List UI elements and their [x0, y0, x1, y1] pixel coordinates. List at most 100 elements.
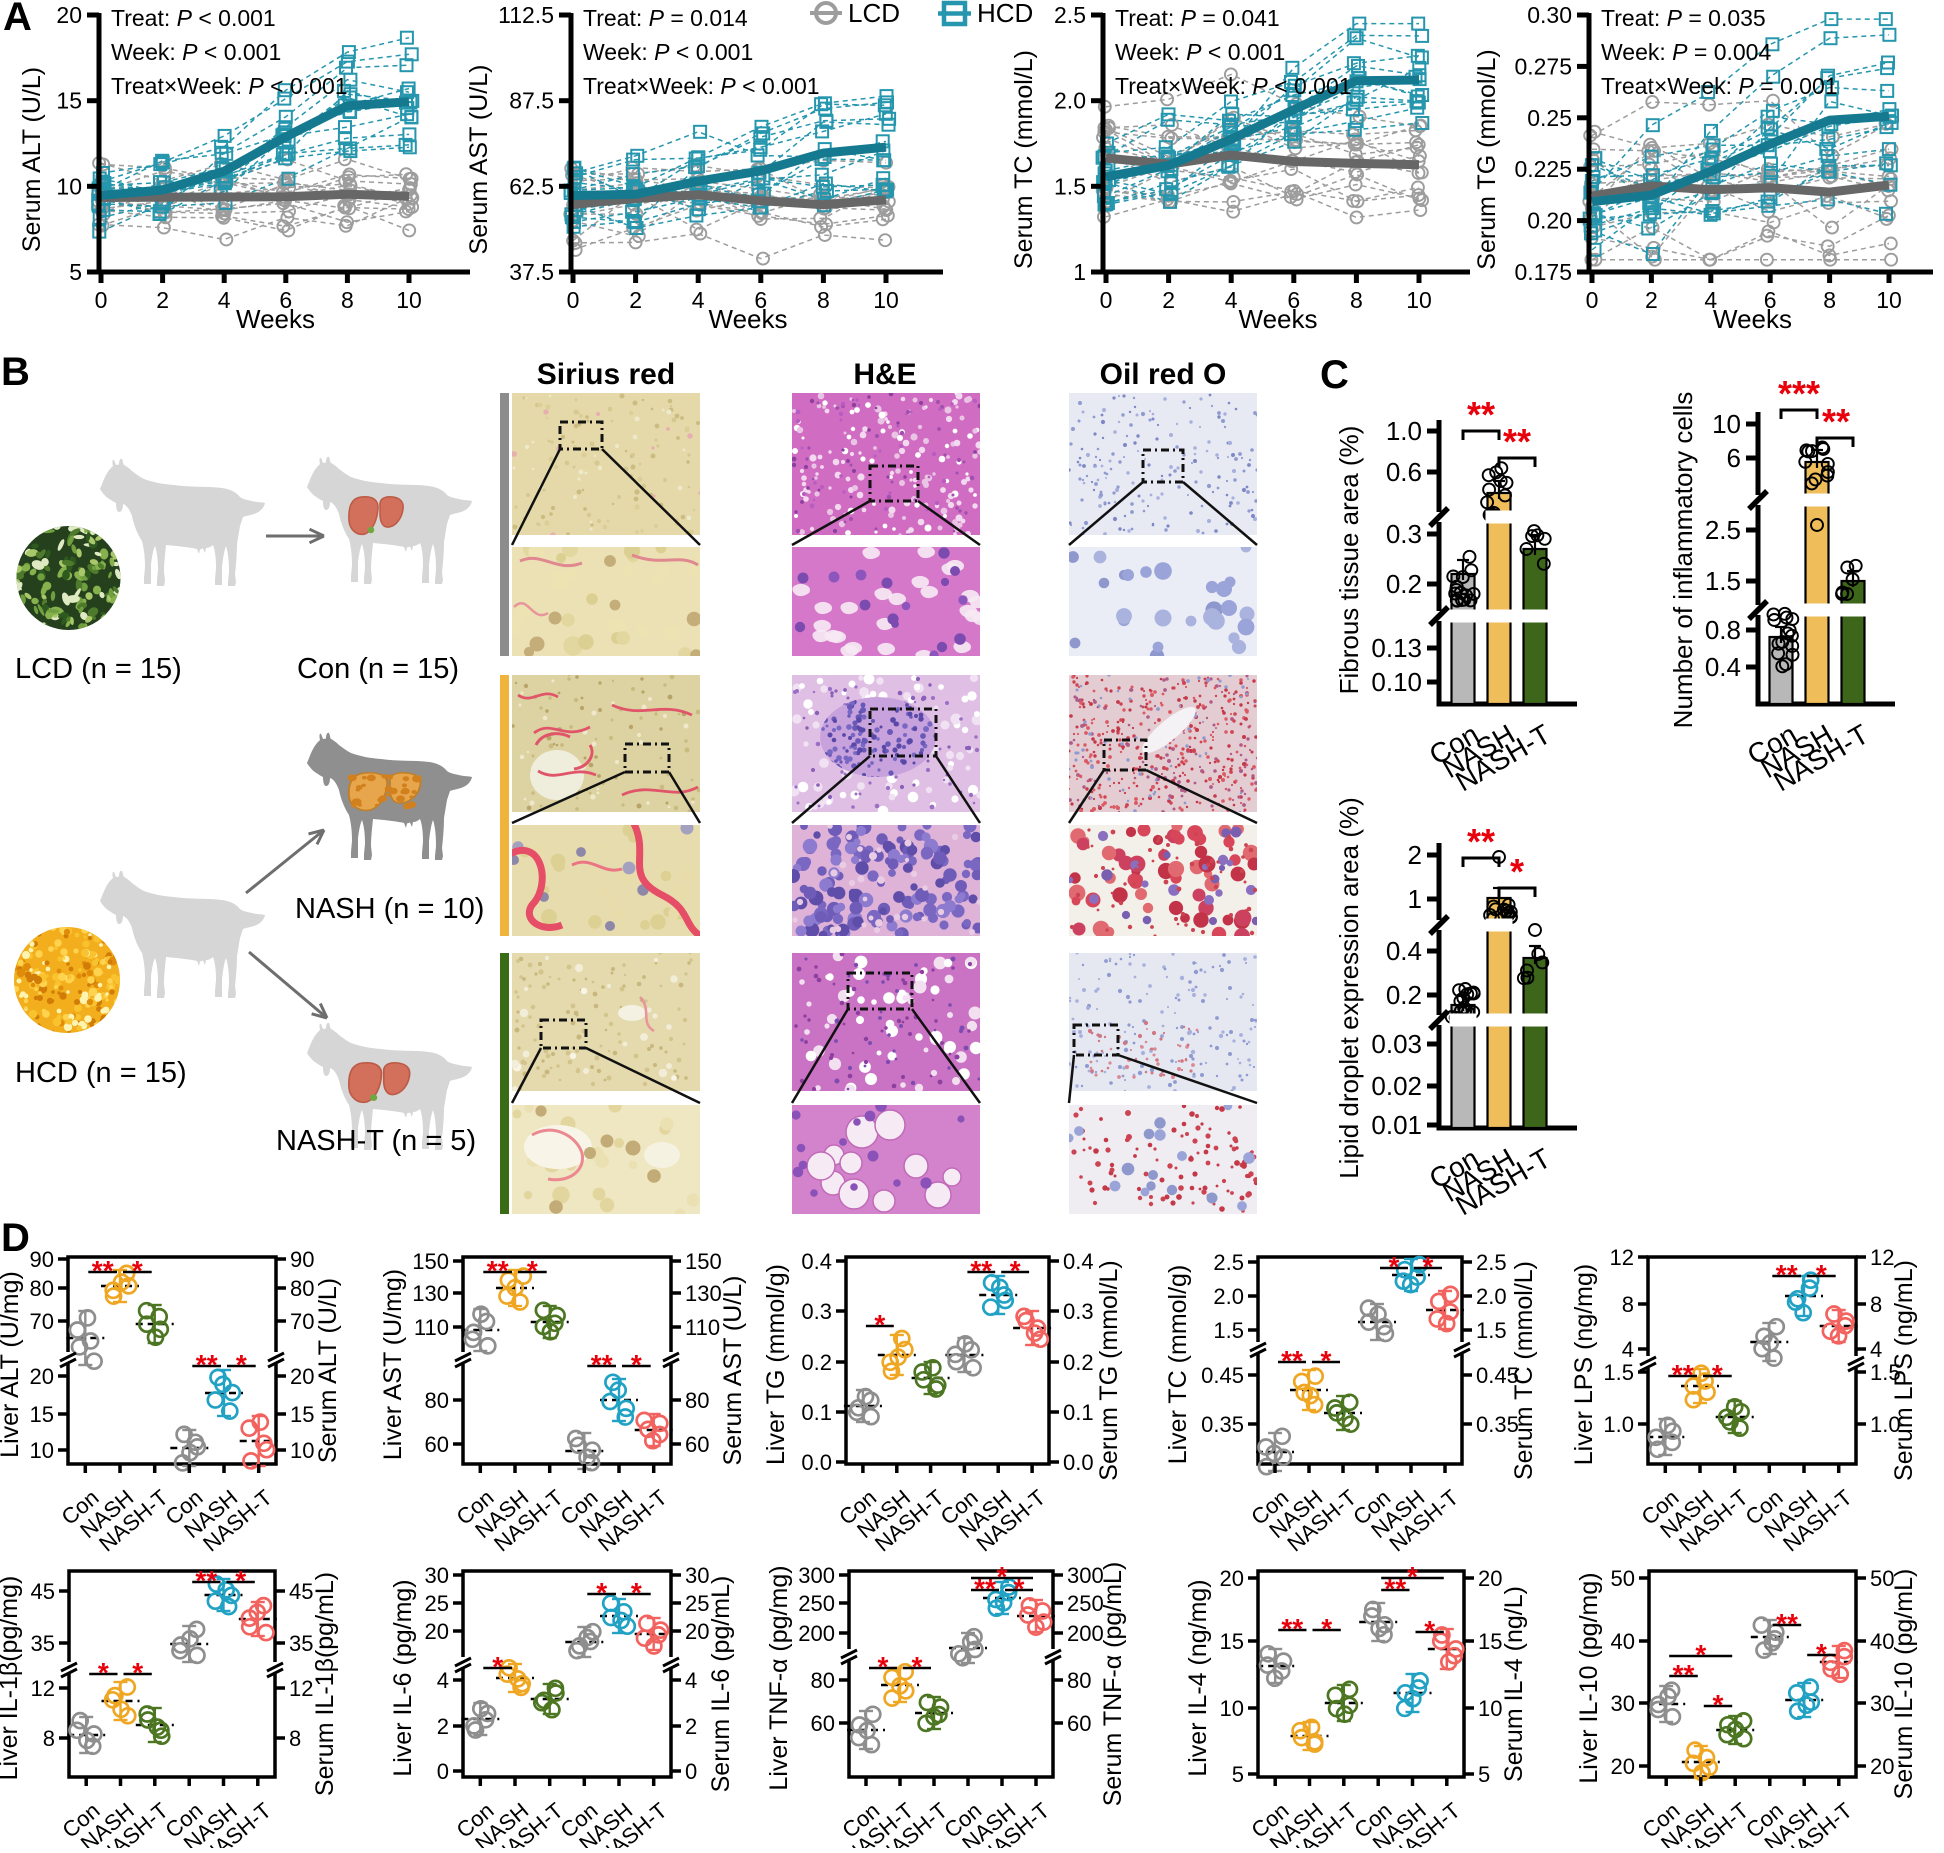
svg-text:*: *	[631, 1349, 642, 1380]
svg-text:8: 8	[289, 1726, 301, 1751]
svg-text:0.30: 0.30	[1527, 2, 1572, 28]
svg-text:Serum AST (U/L): Serum AST (U/L)	[719, 1276, 747, 1466]
svg-text:250: 250	[798, 1591, 835, 1616]
svg-text:*: *	[1423, 1251, 1434, 1282]
svg-text:**: **	[1672, 1359, 1694, 1390]
svg-text:0.4: 0.4	[1705, 652, 1741, 682]
svg-text:0.4: 0.4	[1386, 936, 1422, 966]
svg-text:Treat: P = 0.041: Treat: P = 0.041	[1115, 5, 1280, 31]
svg-text:Treat: P < 0.001: Treat: P < 0.001	[111, 5, 276, 31]
svg-text:1.5: 1.5	[1476, 1318, 1507, 1343]
svg-text:8: 8	[43, 1726, 55, 1751]
svg-text:Liver AST (U/mg): Liver AST (U/mg)	[379, 1269, 407, 1460]
svg-text:Treat×Week: P < 0.001: Treat×Week: P < 0.001	[583, 73, 820, 99]
svg-text:Liver LPS (ng/mg): Liver LPS (ng/mg)	[1570, 1264, 1598, 1465]
svg-text:0.3: 0.3	[801, 1299, 832, 1324]
svg-text:200: 200	[798, 1621, 835, 1646]
svg-text:4: 4	[437, 1668, 449, 1693]
svg-text:0.8: 0.8	[1705, 615, 1741, 645]
svg-text:2.0: 2.0	[1476, 1284, 1507, 1309]
svg-text:Liver IL-6 (pg/mg): Liver IL-6 (pg/mg)	[389, 1579, 417, 1776]
svg-text:Serum ALT (U/L): Serum ALT (U/L)	[314, 1278, 342, 1463]
svg-text:HCD (n = 15): HCD (n = 15)	[15, 1057, 187, 1089]
svg-text:150: 150	[412, 1249, 449, 1274]
svg-text:Lipid droplet expression area: Lipid droplet expression area (%)	[1334, 797, 1364, 1179]
svg-text:Serum IL-6 (pg/mL): Serum IL-6 (pg/mL)	[707, 1576, 735, 1793]
svg-text:0: 0	[567, 287, 580, 313]
svg-text:Treat: P = 0.035: Treat: P = 0.035	[1601, 5, 1766, 31]
svg-text:0.02: 0.02	[1371, 1071, 1422, 1101]
svg-text:90: 90	[30, 1247, 54, 1272]
svg-text:**: **	[591, 1349, 613, 1380]
svg-text:0.10: 0.10	[1371, 667, 1422, 697]
svg-text:87.5: 87.5	[509, 88, 554, 114]
svg-text:8: 8	[1823, 287, 1836, 313]
svg-text:1.5: 1.5	[1213, 1318, 1244, 1343]
svg-text:Serum IL-1β(pg/mL): Serum IL-1β(pg/mL)	[311, 1572, 339, 1796]
svg-text:10: 10	[873, 287, 899, 313]
svg-text:2.5: 2.5	[1054, 2, 1086, 28]
svg-text:2.5: 2.5	[1476, 1250, 1507, 1275]
svg-text:**: **	[487, 1255, 509, 1286]
svg-text:**: **	[1281, 1345, 1303, 1376]
svg-text:0.4: 0.4	[1063, 1249, 1094, 1274]
svg-text:Weeks: Weeks	[1713, 304, 1792, 334]
svg-text:0.03: 0.03	[1371, 1029, 1422, 1059]
svg-text:10: 10	[1876, 287, 1902, 313]
svg-text:Liver IL-1β(pg/mg): Liver IL-1β(pg/mg)	[0, 1576, 23, 1781]
svg-text:130: 130	[412, 1281, 449, 1306]
svg-text:60: 60	[425, 1432, 449, 1457]
svg-text:2: 2	[156, 287, 169, 313]
svg-text:0.01: 0.01	[1371, 1110, 1422, 1140]
svg-text:Treat×Week: P = 0.001: Treat×Week: P = 0.001	[1601, 73, 1838, 99]
svg-text:NASH (n = 10): NASH (n = 10)	[295, 893, 484, 925]
svg-text:0.25: 0.25	[1527, 105, 1572, 131]
svg-text:20: 20	[56, 2, 82, 28]
svg-text:110: 110	[414, 1315, 449, 1340]
svg-text:Serum LPS (ng/mL): Serum LPS (ng/mL)	[1890, 1260, 1918, 1481]
svg-text:0.35: 0.35	[1201, 1412, 1244, 1437]
svg-text:0.2: 0.2	[801, 1350, 832, 1375]
svg-text:15: 15	[56, 88, 82, 114]
svg-text:2: 2	[1645, 287, 1658, 313]
svg-text:Weeks: Weeks	[709, 304, 788, 334]
svg-text:30: 30	[685, 1563, 709, 1588]
svg-text:**: **	[1467, 821, 1495, 862]
svg-text:130: 130	[685, 1281, 722, 1306]
svg-text:5: 5	[69, 259, 82, 285]
svg-text:0: 0	[1100, 287, 1113, 313]
svg-text:*: *	[1510, 851, 1524, 892]
svg-text:4: 4	[692, 287, 705, 313]
svg-text:Liver TC (mmol/g): Liver TC (mmol/g)	[1164, 1265, 1192, 1465]
svg-text:Serum TC (mmol/L): Serum TC (mmol/L)	[1510, 1261, 1538, 1480]
svg-text:80: 80	[290, 1276, 314, 1301]
svg-text:HCD: HCD	[977, 0, 1033, 28]
svg-text:62.5: 62.5	[509, 173, 554, 199]
svg-text:B: B	[1, 350, 30, 394]
svg-text:*: *	[98, 1657, 109, 1688]
svg-text:Serum ALT (U/L): Serum ALT (U/L)	[18, 67, 46, 252]
svg-text:Treat×Week: P < 0.001: Treat×Week: P < 0.001	[1115, 73, 1352, 99]
svg-text:0.45: 0.45	[1201, 1363, 1244, 1388]
svg-text:112.5: 112.5	[498, 2, 554, 28]
svg-text:4: 4	[218, 287, 231, 313]
svg-text:20: 20	[685, 1619, 709, 1644]
svg-text:Weeks: Weeks	[236, 304, 315, 334]
svg-text:0.1: 0.1	[801, 1400, 832, 1425]
svg-text:LCD (n = 15): LCD (n = 15)	[15, 653, 182, 685]
svg-text:0.2: 0.2	[1386, 980, 1422, 1010]
svg-text:2: 2	[685, 1714, 697, 1739]
svg-text:**: **	[1822, 401, 1850, 442]
svg-text:Week: P < 0.001: Week: P < 0.001	[1115, 39, 1285, 65]
svg-text:45: 45	[289, 1579, 313, 1604]
svg-text:0.0: 0.0	[801, 1450, 832, 1475]
svg-text:1.5: 1.5	[1054, 173, 1086, 199]
svg-text:90: 90	[290, 1247, 314, 1272]
svg-text:0: 0	[685, 1759, 697, 1784]
svg-text:4: 4	[1870, 1337, 1882, 1362]
svg-text:LCD: LCD	[848, 0, 900, 28]
svg-text:20: 20	[425, 1619, 449, 1644]
svg-text:15: 15	[290, 1402, 314, 1427]
svg-text:***: ***	[1778, 373, 1820, 414]
svg-text:150: 150	[685, 1249, 722, 1274]
